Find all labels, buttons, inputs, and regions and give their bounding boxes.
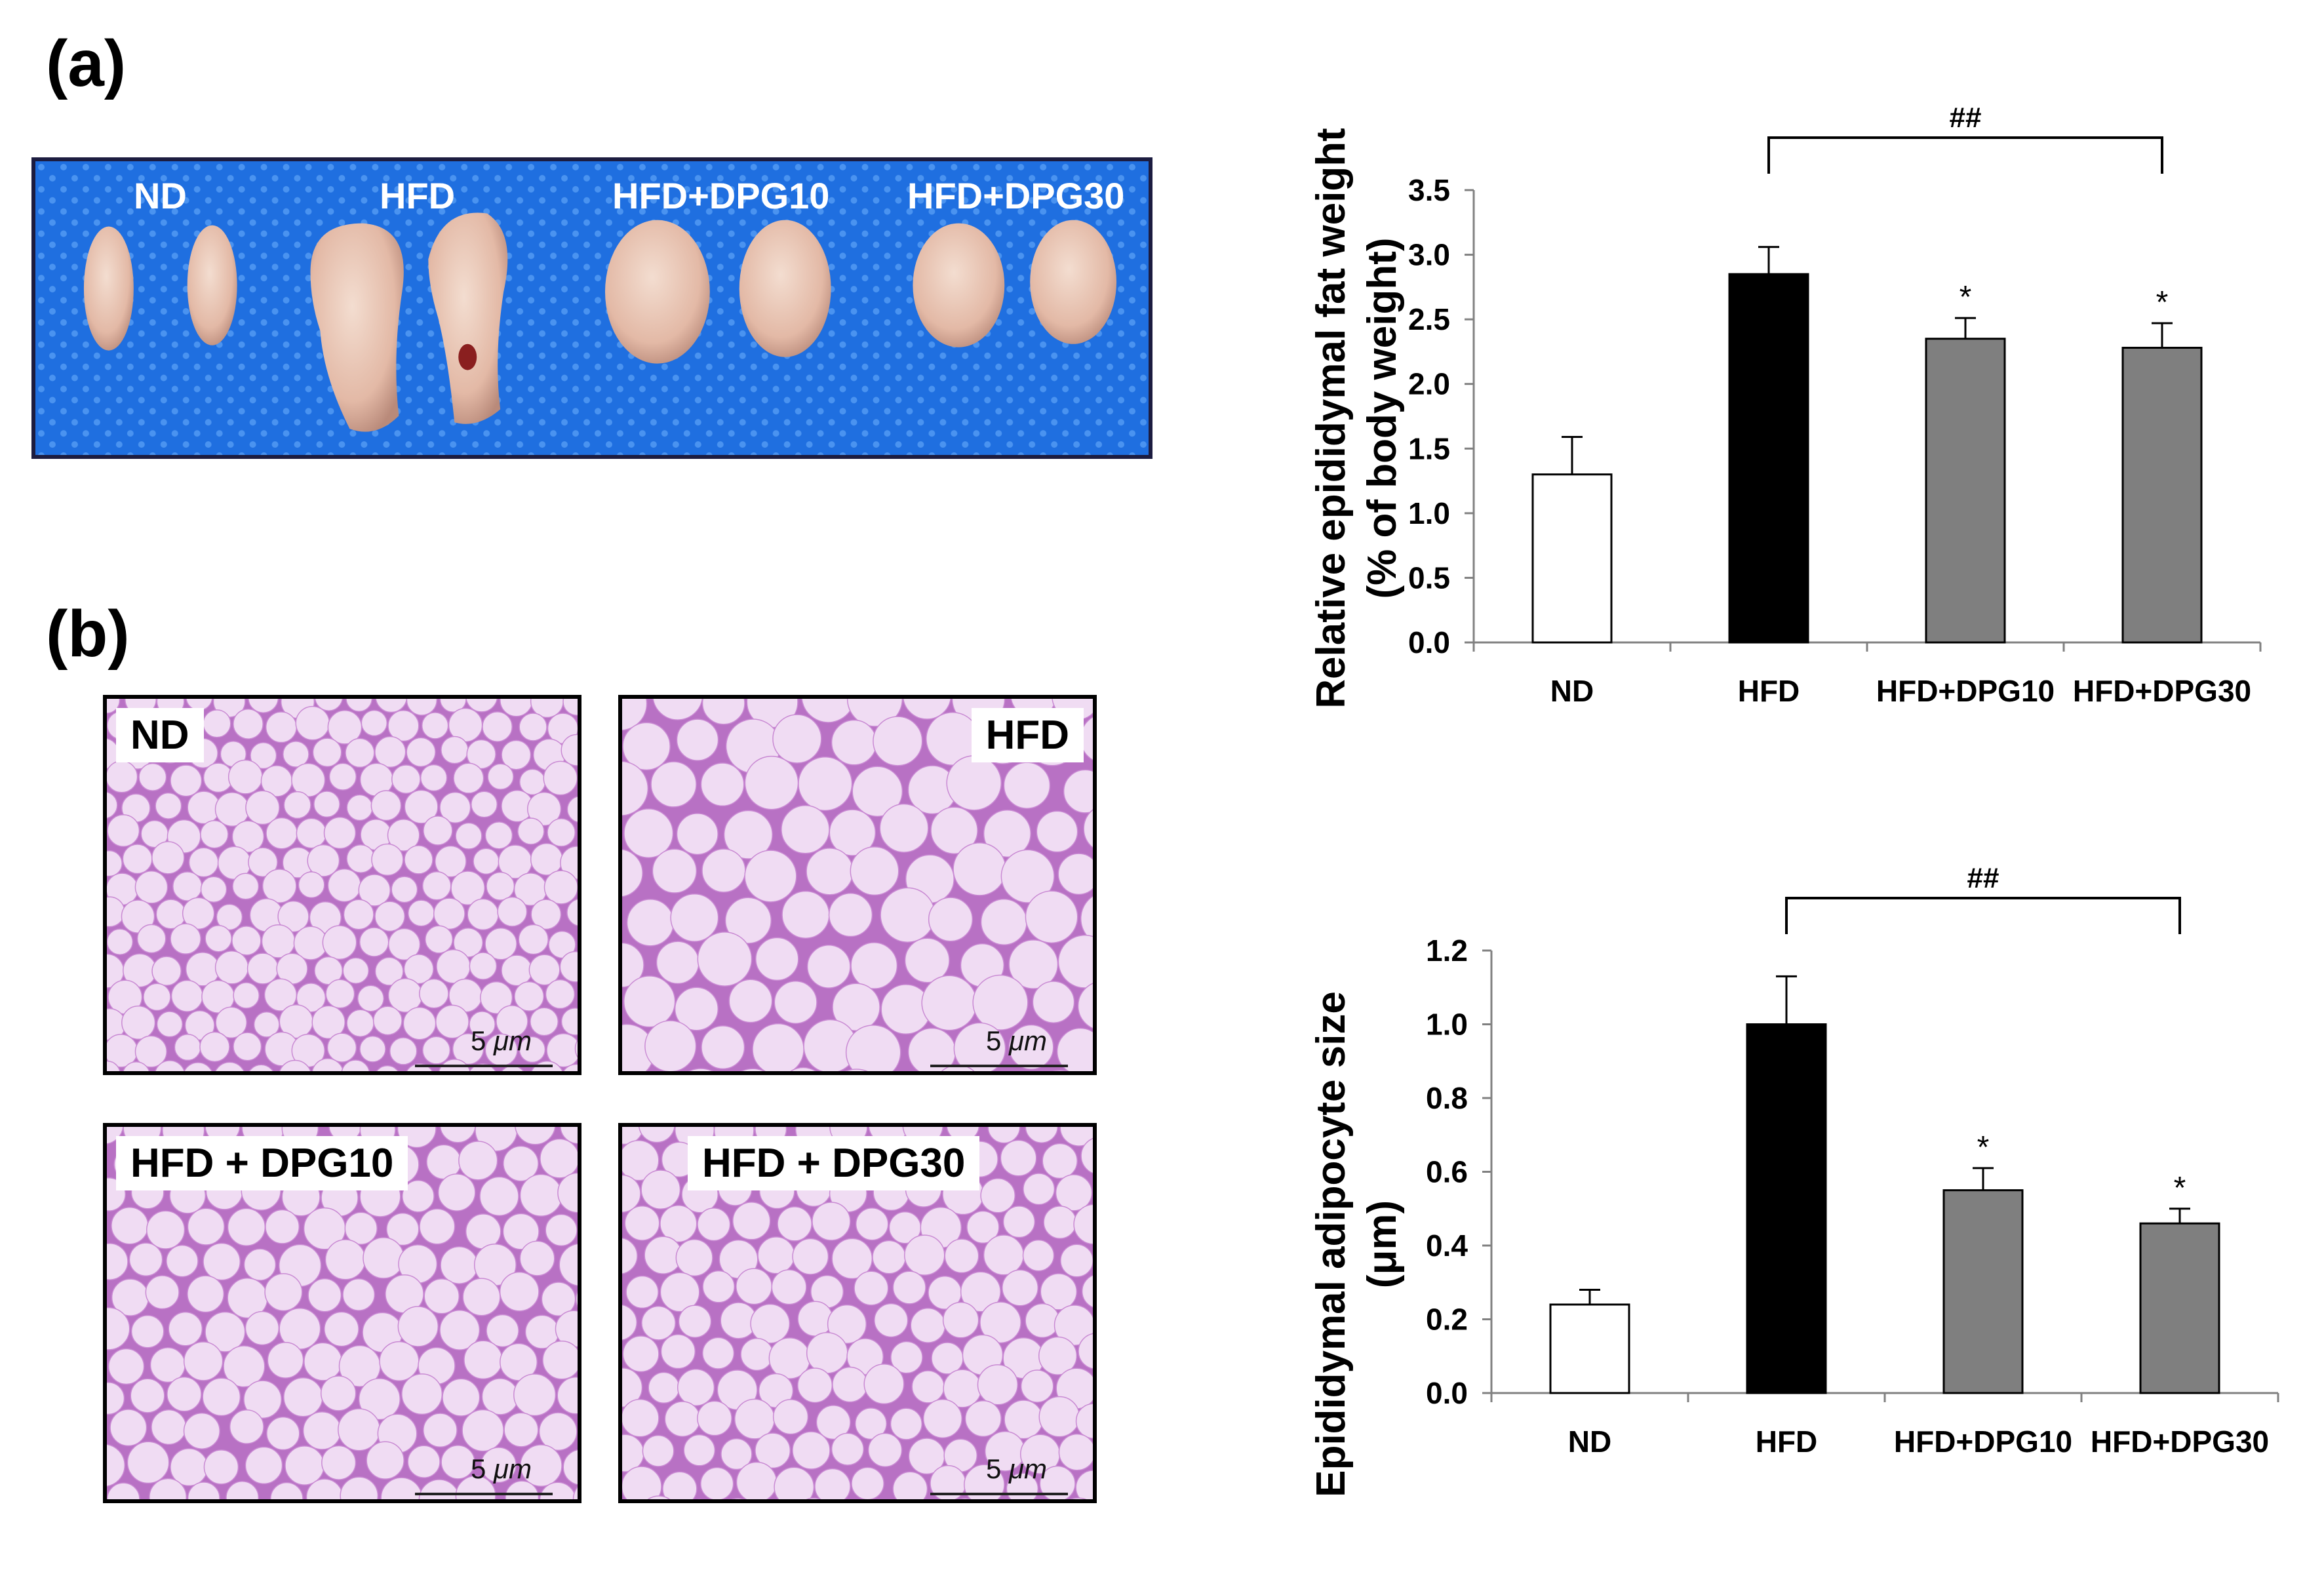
histology-hfd-dpg30: HFD + DPG30 5 μm	[618, 1123, 1097, 1503]
fat-weight-chart: Relative epididymal fat weight (% of bod…	[1246, 59, 2294, 780]
y-tick-label: 0.4	[1426, 1228, 1468, 1263]
y-tick-label: 0.5	[1408, 560, 1450, 595]
bracket-label: ##	[1950, 102, 1982, 134]
y-tick-label: 0.0	[1408, 625, 1450, 659]
x-tick-label: HFD+DPG10	[1894, 1425, 2072, 1459]
bar-nd	[1531, 473, 1613, 644]
bar-nd	[1549, 1303, 1630, 1394]
bar-hfd-dpg30	[2121, 347, 2203, 644]
x-tick-label: HFD	[1756, 1425, 1818, 1459]
y-tick-label: 0.6	[1426, 1155, 1468, 1189]
scale-label: 5 μm	[986, 1453, 1048, 1484]
chart2-svg: 0.0 0.2 0.4 0.6 0.8 1.0 1.2 ND HFD * HFD+DPG10 * HFD…	[1426, 862, 2279, 1459]
histology-nd: ND 5 μm	[103, 695, 581, 1075]
significance-mark: *	[1977, 1130, 1990, 1165]
histology-label-hfd: HFD	[971, 708, 1084, 762]
histology-label-nd: ND	[116, 708, 204, 762]
histology-label-hfd-dpg30: HFD + DPG30	[688, 1136, 980, 1190]
y-tick-label: 3.5	[1408, 173, 1450, 207]
x-tick-label: HFD+DPG30	[2073, 674, 2251, 708]
y-tick-label: 1.0	[1408, 496, 1450, 530]
scale-label: 5 μm	[471, 1025, 532, 1056]
histology-hfd-dpg10: HFD + DPG10 5 μm	[103, 1123, 581, 1503]
chart1-svg: 0.0 0.5 1.0 1.5 2.0 2.5 3.0 3.5 ND HFD * HFD+DPG10 *…	[1408, 102, 2262, 708]
y-tick-label: 0.2	[1426, 1303, 1468, 1337]
fat-pad-photo: ND HFD HFD+DPG10 HFD+DPG30	[31, 157, 1152, 459]
photo-label-hfd-dpg30: HFD+DPG30	[907, 175, 1125, 216]
significance-mark: *	[1960, 280, 1972, 315]
significance-bracket	[1767, 136, 2163, 174]
scale-label: 5 μm	[986, 1025, 1048, 1056]
y-tick-label: 1.5	[1408, 431, 1450, 465]
panel-b-label: (b)	[46, 597, 130, 671]
photo-label-nd: ND	[134, 175, 187, 216]
scale-bar	[415, 1065, 553, 1067]
x-tick-label: HFD+DPG30	[2091, 1425, 2269, 1459]
photo-label-hfd-dpg10: HFD+DPG10	[612, 175, 830, 216]
bar-hfd-dpg30	[2139, 1222, 2220, 1394]
histology-hfd: HFD 5 μm	[618, 695, 1097, 1075]
histology-label-hfd-dpg10: HFD + DPG10	[116, 1136, 408, 1190]
bar-hfd-dpg10	[1942, 1189, 2024, 1394]
bar-hfd	[1746, 1023, 1827, 1394]
y-tick-label: 2.0	[1408, 367, 1450, 401]
significance-mark: *	[2174, 1171, 2186, 1206]
chart-axes: 0.0 0.5 1.0 1.5 2.0 2.5 3.0 3.5	[1408, 173, 2262, 659]
y-tick-label: 2.5	[1408, 302, 1450, 336]
bar-hfd	[1728, 273, 1809, 644]
y-tick-label: 1.0	[1426, 1008, 1468, 1042]
x-tick-label: HFD	[1738, 674, 1800, 708]
y-tick-label: 3.0	[1408, 238, 1450, 272]
y-tick-label: 0.8	[1426, 1081, 1468, 1115]
scale-bar	[930, 1493, 1068, 1495]
bracket-label: ##	[1967, 862, 1999, 894]
significance-bracket	[1785, 897, 2181, 934]
chart-axes: 0.0 0.2 0.4 0.6 0.8 1.0 1.2	[1426, 933, 2279, 1410]
bar-hfd-dpg10	[1925, 338, 2006, 644]
panel-a-label: (a)	[46, 27, 127, 100]
y-tick-label: 0.0	[1426, 1376, 1468, 1410]
x-tick-label: ND	[1568, 1425, 1611, 1459]
scale-label: 5 μm	[471, 1453, 532, 1484]
adipocyte-size-chart: Epididymal adipocyte size (μm) 0.0 0.2 0.4…	[1246, 819, 2294, 1527]
photo-label-hfd: HFD	[380, 175, 456, 216]
significance-mark: *	[2156, 285, 2169, 320]
scale-bar	[930, 1065, 1068, 1067]
x-tick-label: HFD+DPG10	[1876, 674, 2055, 708]
x-tick-label: ND	[1550, 674, 1594, 708]
y-tick-label: 1.2	[1426, 933, 1468, 968]
scale-bar	[415, 1493, 553, 1495]
